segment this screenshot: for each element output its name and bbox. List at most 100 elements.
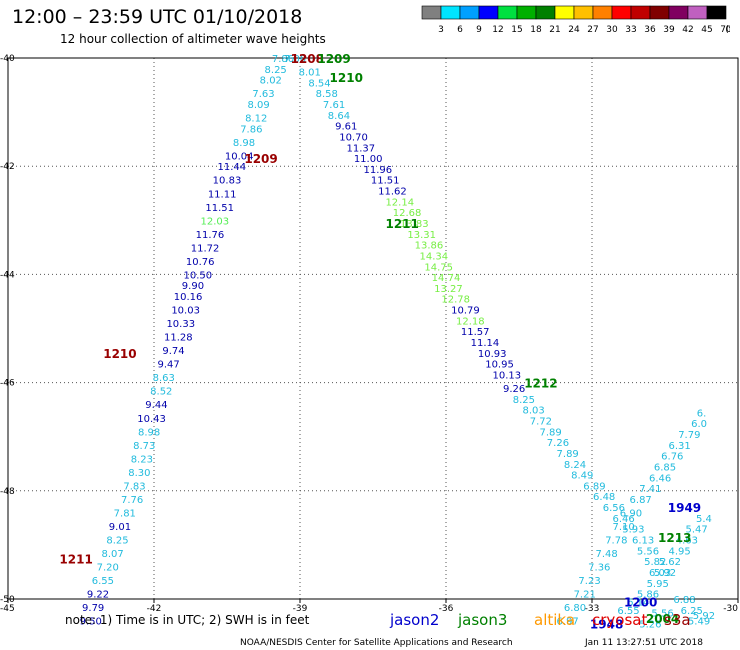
data-point-label: 10.04 [225,151,254,162]
footer-credit: NOAA/NESDIS Center for Satellite Applica… [240,638,513,648]
data-point-label: 13.27 [434,284,463,295]
data-point-label: 6.14 [627,598,649,609]
data-point-label: 9.44 [145,400,167,411]
data-point-label: 9.01 [109,522,131,533]
data-point-label: 6.56 [603,503,625,514]
legend-cryosat: cryosat [592,611,647,629]
data-point-label: 10.50 [183,270,212,281]
data-point-label: 11.00 [354,154,383,165]
data-point-label: 5.4 [696,514,712,525]
data-point-label: 8.98 [138,427,160,438]
data-point-label: 6.90 [620,508,642,519]
chart-subtitle: 12 hour collection of altimeter wave hei… [60,32,326,46]
legend-s3a: s3a [664,611,691,629]
data-point-label: 5.56 [637,546,659,557]
x-tick-label: -45 [0,604,15,614]
legend-altika: altika [534,611,575,629]
data-point-label: 10.43 [137,414,166,425]
footer-note: note: 1) Time is in UTC; 2) SWH is in fe… [65,613,310,627]
data-point-label: 11.28 [164,333,193,344]
data-point-label: 8.24 [564,460,586,471]
scale-label: 15 [511,25,522,35]
data-point-label: 5.56 [651,609,673,620]
data-point-label: 7.89 [540,427,562,438]
data-point-label: 11.76 [196,230,225,241]
data-point-label: 5.92 [654,568,676,579]
data-point-label: 6.55 [617,606,639,617]
time-label: 2004 [646,612,679,626]
data-point-label: 6.97 [557,617,579,628]
data-point-label: 5.86 [637,590,659,601]
data-point-label: 14.34 [420,251,449,262]
data-point-label: 6.55 [92,576,114,587]
data-point-label: 8.25 [106,535,128,546]
data-point-label: 13.86 [415,241,444,252]
data-point-label: 10.03 [171,306,200,317]
data-point-label: 5.92 [693,611,715,622]
time-label: 1949 [668,501,701,515]
data-point-label: 7.21 [574,590,596,601]
data-point-label: 9.26 [503,384,525,395]
legend-jason3: jason3 [457,611,507,629]
data-point-label: 9.50 [80,617,102,628]
x-tick-label: -42 [147,604,162,614]
footer-timestamp: Jan 11 13:27:51 UTC 2018 [584,638,703,648]
data-point-label: 7.41 [639,484,661,495]
data-point-label: 6.76 [661,452,683,463]
data-point-label: 6.13 [632,535,654,546]
data-point-label: 8.07 [102,549,124,560]
scale-label: 18 [530,25,542,35]
data-point-label: 10.76 [186,257,215,268]
y-tick-label: -48 [0,487,15,497]
data-point-label: 11.72 [191,243,220,254]
data-point-label: 11.57 [461,327,490,338]
data-point-label: 12.18 [456,316,485,327]
data-point-label: 8.54 [308,78,330,89]
data-point-label: 7.36 [588,563,610,574]
data-point-label: 9.90 [182,281,204,292]
data-point-label: 5.82 [644,557,666,568]
data-point-label: 13.83 [400,219,429,230]
data-point-label: 8.52 [150,387,172,398]
data-point-label: 8.98 [233,138,255,149]
scale-label: 42 [682,25,693,35]
time-label: 1209 [317,52,350,66]
data-point-label: 8.58 [316,89,338,100]
data-point-label: 6. [697,408,707,419]
data-point-label: 14.74 [432,273,461,284]
plot-frame [7,57,739,600]
data-point-label: 4.63 [676,535,698,546]
y-tick-label: -42 [0,162,15,172]
data-point-label: 5.62 [659,557,681,568]
data-point-label: 10.70 [339,132,368,143]
y-tick-label: -40 [0,54,15,64]
time-label: 1948 [590,617,623,631]
legend-jason2: jason2 [389,611,439,629]
data-point-label: 4.95 [668,546,690,557]
data-point-label: 11.96 [364,165,393,176]
data-point-label: 6.46 [613,514,635,525]
time-label: 1210 [330,71,363,85]
data-point-label: 6.25 [681,606,703,617]
data-point-label: 10.83 [213,176,242,187]
data-point-label: 11.51 [371,176,400,187]
scale-label: 39 [663,25,675,35]
data-point-label: 7.76 [121,495,143,506]
time-label: 1211 [59,552,92,566]
scale-label: 45 [701,25,712,35]
data-point-label: 12.68 [393,208,422,219]
data-point-label: 14.75 [424,262,453,273]
data-point-label: 8.25 [513,395,535,406]
data-point-label: 11.44 [218,162,247,173]
time-label: 1212 [524,377,557,391]
data-point-label: 11.11 [208,189,237,200]
data-point-label: 7.72 [530,416,552,427]
scale-label: 9 [476,25,482,35]
data-point-label: 7.48 [595,549,617,560]
data-point-label: 9.79 [82,603,104,614]
y-tick-label: -46 [0,379,15,389]
data-point-label: 7.10 [613,522,635,533]
time-label: 1208 [291,52,324,66]
